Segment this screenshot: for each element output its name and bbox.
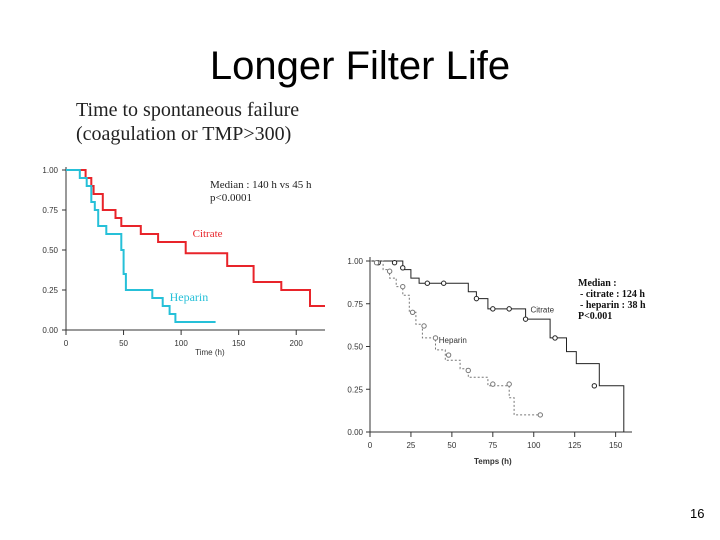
right-series-line-citrate: [370, 260, 625, 432]
right-annotation-line: - citrate : 124 h: [580, 289, 645, 300]
right-x-tick-label: 125: [568, 441, 582, 450]
right-y-tick-label: 0.50: [347, 343, 363, 352]
left-y-tick-label: 0.50: [42, 246, 58, 255]
right-x-tick-label: 25: [406, 441, 415, 450]
right-x-tick-label: 150: [609, 441, 623, 450]
right-series-marker-heparin: [506, 381, 512, 387]
slide-title: Longer Filter Life: [209, 44, 511, 88]
right-series-marker-heparin: [465, 367, 471, 374]
left-series-label-heparin: Heparin: [170, 290, 209, 304]
right-series-marker-heparin: [537, 412, 543, 418]
left-y-tick-label: 0.25: [42, 286, 58, 295]
left-x-tick-label: 150: [232, 339, 246, 348]
right-series-marker-heparin: [432, 335, 439, 341]
left-series-line-heparin: [66, 169, 216, 323]
right-y-tick-label: 0.75: [347, 300, 363, 309]
right-y-tick-label: 1.00: [347, 257, 363, 266]
left-chart-subtitle: (coagulation or TMP>300): [76, 123, 292, 145]
right-annotation-line: P<0.001: [578, 311, 612, 322]
left-x-tick-label: 0: [64, 339, 69, 348]
right-series-marker-citrate: [591, 383, 598, 389]
left-x-tick-label: 50: [119, 339, 128, 348]
right-annotation-line: - heparin : 38 h: [580, 300, 646, 311]
left-chart-title: Time to spontaneous failure: [76, 99, 300, 121]
left-x-axis-label: Time (h): [195, 348, 225, 357]
right-series-label-heparin: Heparin: [439, 336, 467, 345]
right-series-marker-heparin: [409, 309, 416, 315]
right-series-marker-citrate: [506, 306, 512, 312]
left-x-tick-label: 100: [174, 339, 188, 348]
right-series-marker-heparin: [421, 323, 427, 329]
right-series-marker-citrate: [522, 316, 529, 322]
right-series-marker-citrate: [391, 260, 398, 266]
left-chart-title-block: Time to spontaneous failure (coagulation…: [76, 98, 299, 146]
right-series-marker-citrate: [400, 265, 406, 271]
right-x-axis-label: Temps (h): [474, 457, 512, 466]
right-series-marker-heparin: [400, 283, 406, 290]
right-series-marker-citrate: [440, 280, 447, 286]
right-series-marker-citrate: [552, 335, 558, 341]
left-annotation-line: p<0.0001: [210, 192, 252, 204]
right-series-marker-heparin: [373, 260, 380, 266]
right-series-marker-citrate: [473, 295, 480, 302]
right-series-marker-heparin: [490, 381, 496, 387]
right-x-tick-label: 75: [488, 441, 497, 450]
right-y-tick-label: 0.25: [347, 385, 363, 394]
left-series-label-citrate: Citrate: [193, 228, 223, 240]
left-x-tick-label: 200: [290, 339, 304, 348]
right-series-marker-citrate: [490, 306, 496, 312]
left-y-tick-label: 1.00: [42, 166, 58, 175]
right-x-tick-label: 50: [447, 441, 456, 450]
right-y-tick-label: 0.00: [347, 428, 363, 437]
left-series-line-citrate: [66, 169, 325, 307]
right-series-marker-heparin: [386, 268, 393, 274]
right-series-label-citrate: Citrate: [530, 305, 554, 314]
left-annotation-line: Median : 140 h vs 45 h: [210, 179, 312, 191]
left-y-tick-label: 0.75: [42, 206, 58, 215]
right-annotation-line: Median :: [578, 278, 617, 289]
right-series-marker-heparin: [445, 352, 452, 358]
page-number: 16: [690, 506, 705, 521]
right-x-tick-label: 0: [368, 441, 373, 450]
right-x-tick-label: 100: [527, 441, 541, 450]
left-y-tick-label: 0.00: [42, 326, 58, 335]
right-series-marker-citrate: [424, 280, 431, 286]
